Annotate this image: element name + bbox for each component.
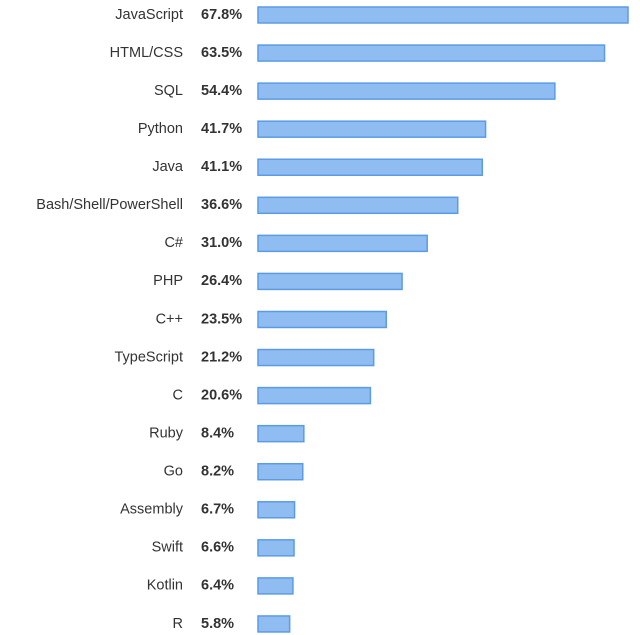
category-label: C++ — [156, 311, 183, 327]
bar — [257, 82, 556, 100]
value-label: 63.5% — [201, 45, 242, 61]
bar — [257, 158, 484, 176]
category-label: JavaScript — [115, 7, 183, 23]
value-label: 41.1% — [201, 159, 242, 175]
value-label: 6.7% — [201, 502, 234, 518]
value-label: 8.2% — [201, 464, 234, 480]
bar — [257, 501, 296, 519]
value-label: 8.4% — [201, 425, 234, 441]
value-label: 41.7% — [201, 121, 242, 137]
bar — [257, 462, 304, 481]
value-label: 36.6% — [201, 197, 242, 213]
bar — [257, 539, 295, 557]
bar — [257, 577, 294, 595]
category-label: Ruby — [149, 425, 184, 441]
category-label: Kotlin — [147, 578, 183, 594]
category-label: Java — [152, 159, 184, 175]
value-label: 21.2% — [201, 349, 242, 365]
value-label: 5.8% — [201, 616, 234, 632]
category-label: Go — [164, 464, 183, 480]
category-label: SQL — [154, 83, 183, 99]
bar — [257, 424, 305, 443]
value-label: 67.8% — [201, 7, 242, 23]
bar — [257, 234, 428, 253]
bar — [257, 615, 291, 633]
category-label: HTML/CSS — [110, 45, 183, 61]
bar — [257, 120, 487, 138]
bar — [257, 44, 606, 62]
bar — [257, 196, 459, 215]
category-label: Swift — [152, 540, 183, 556]
bar — [257, 386, 372, 405]
category-label: Assembly — [120, 502, 184, 518]
value-label: 6.4% — [201, 578, 234, 594]
value-label: 20.6% — [201, 387, 242, 403]
bar — [257, 6, 629, 24]
category-label: PHP — [153, 273, 183, 289]
value-label: 31.0% — [201, 235, 242, 251]
bar — [257, 348, 375, 367]
category-label: C# — [164, 235, 183, 251]
category-label: Python — [138, 121, 183, 137]
category-label: Bash/Shell/PowerShell — [36, 197, 183, 213]
bar — [257, 310, 387, 329]
category-label: C — [173, 387, 183, 403]
value-label: 23.5% — [201, 311, 242, 327]
value-label: 26.4% — [201, 273, 242, 289]
category-label: R — [173, 616, 183, 632]
category-label: TypeScript — [115, 349, 184, 365]
bar — [257, 272, 403, 291]
value-label: 6.6% — [201, 540, 234, 556]
value-label: 54.4% — [201, 83, 242, 99]
